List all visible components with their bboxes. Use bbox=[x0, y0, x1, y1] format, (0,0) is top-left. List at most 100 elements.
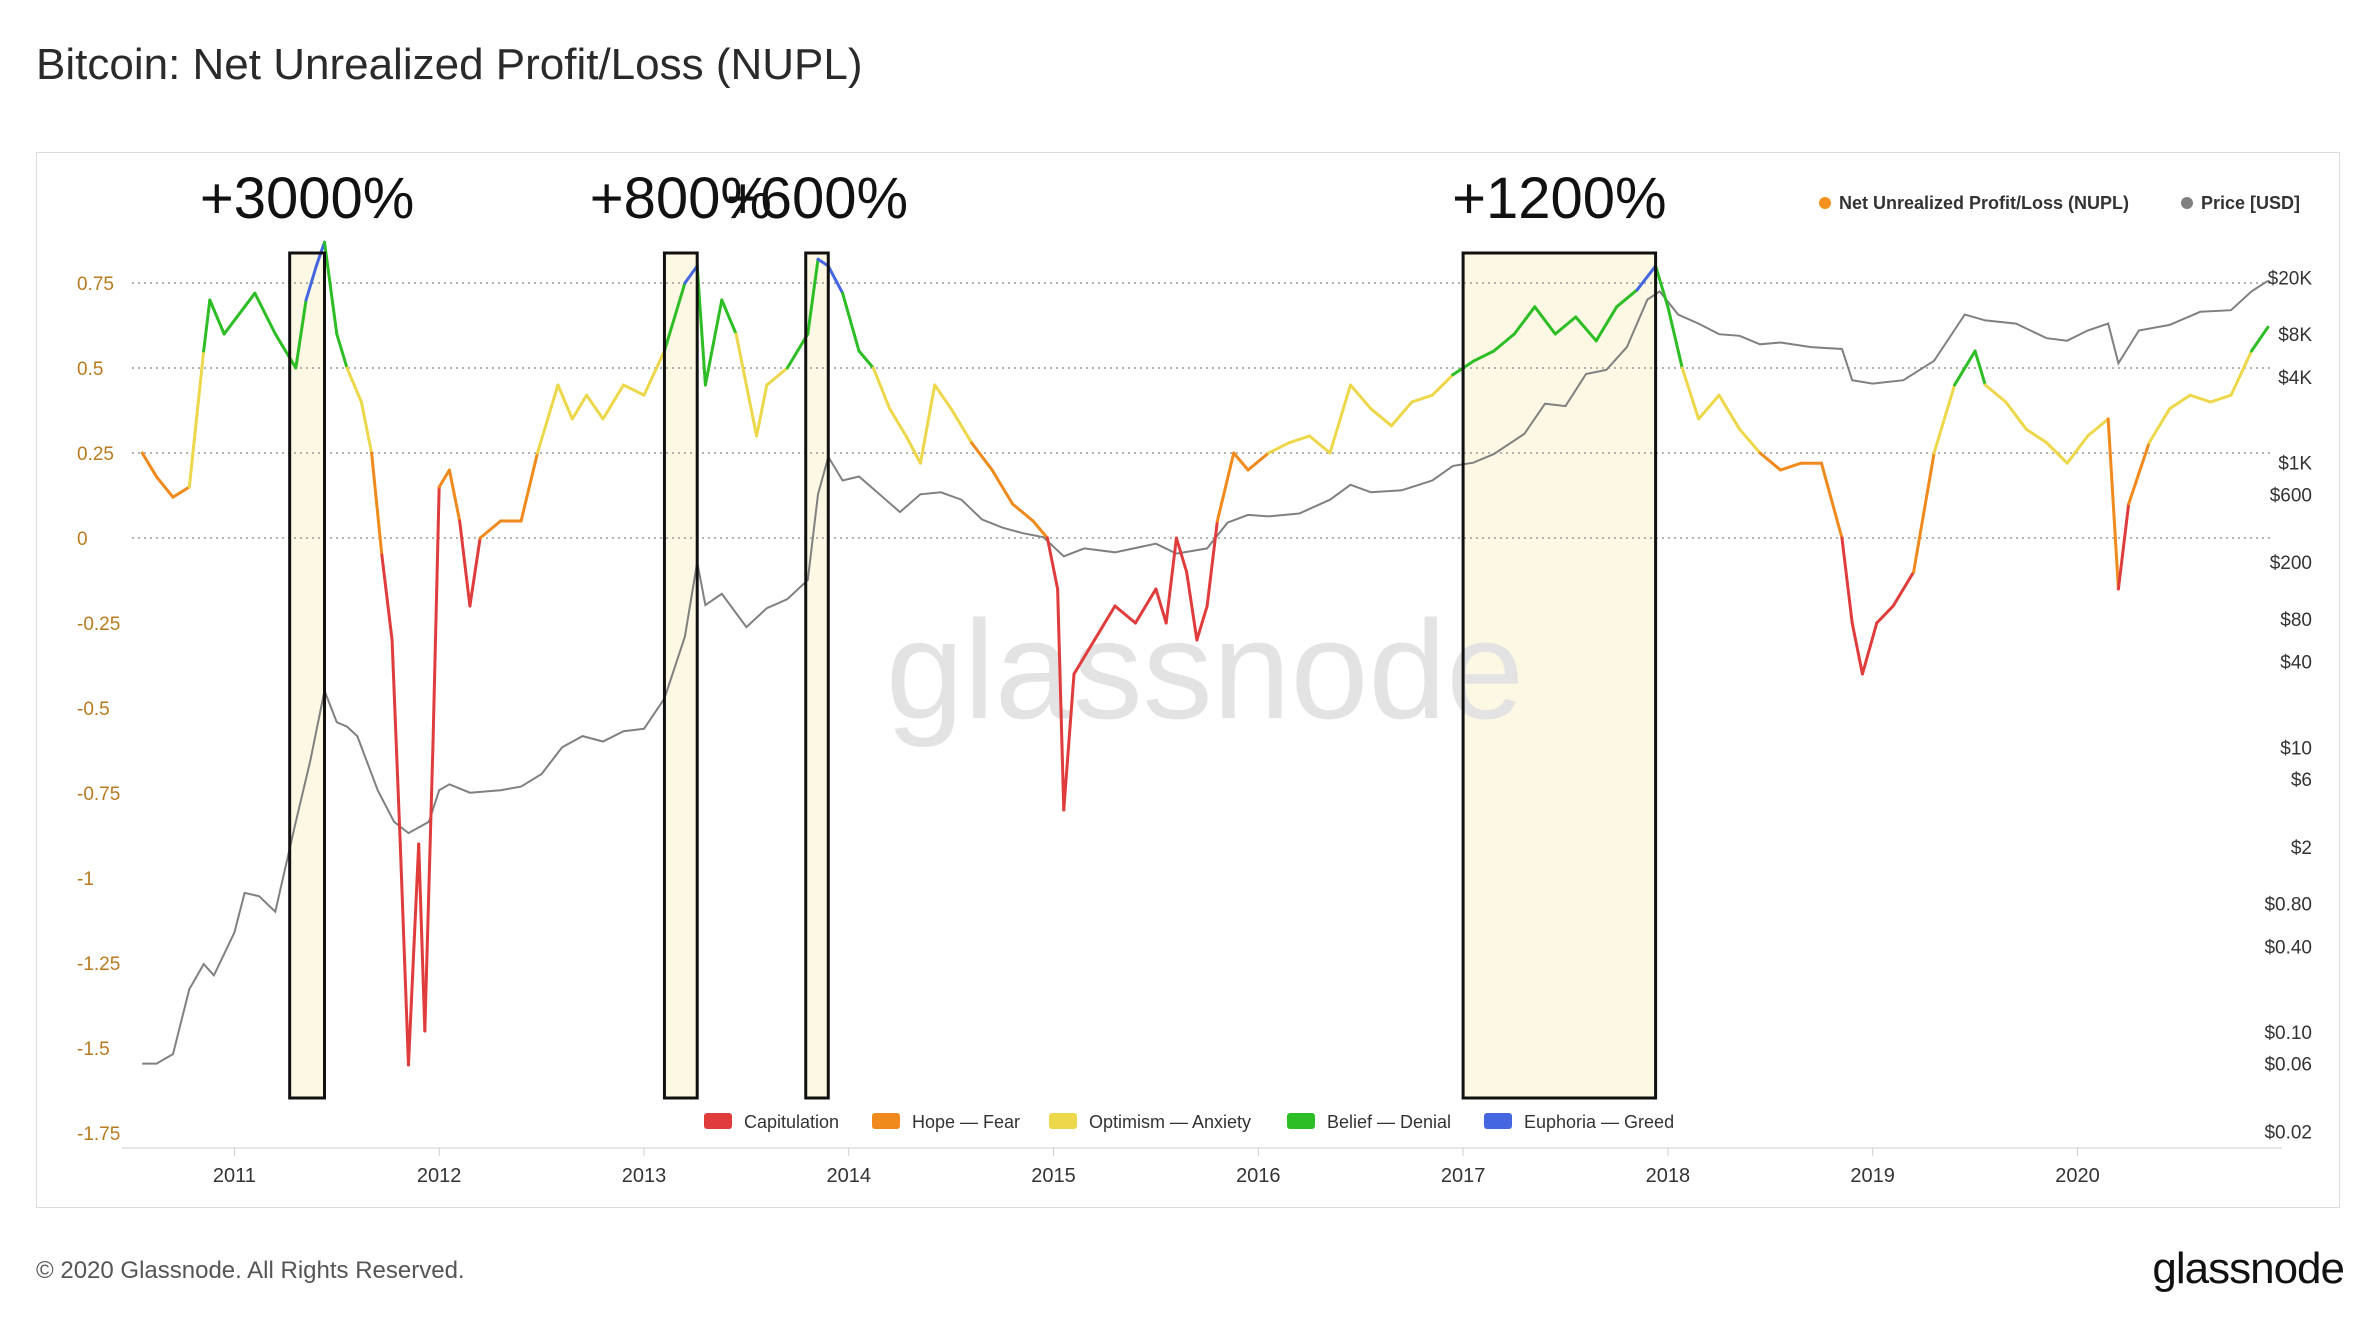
right-axis-tick: $40 bbox=[2280, 653, 2312, 674]
nupl-segment bbox=[1666, 305, 1684, 370]
nupl-segment bbox=[202, 298, 212, 353]
left-axis: 0.75 0.5 0.25 0 -0.25 -0.5 -0.75 -1 -1.25 -1.5 -1.… bbox=[77, 274, 120, 1145]
nupl-segment bbox=[417, 842, 427, 1033]
right-axis-tick: $10 bbox=[2280, 738, 2312, 759]
nupl-segment bbox=[1389, 400, 1414, 428]
right-axis-tick: $80 bbox=[2280, 610, 2312, 631]
nupl-segment bbox=[2188, 393, 2213, 404]
nupl-segment bbox=[662, 281, 687, 353]
nupl-segment bbox=[273, 332, 298, 370]
left-axis-tick: 0.75 bbox=[77, 274, 114, 295]
left-axis-tick: 0 bbox=[77, 529, 88, 550]
nupl-segment bbox=[621, 383, 646, 397]
legend-bottom-label: Euphoria — Greed bbox=[1524, 1112, 1674, 1132]
highlight-band bbox=[805, 253, 829, 1098]
nupl-segment bbox=[335, 332, 349, 370]
nupl-segment bbox=[857, 349, 875, 370]
nupl-segment bbox=[1983, 383, 2008, 404]
legend-top-marker bbox=[1819, 197, 1831, 209]
nupl-segment bbox=[1410, 393, 1434, 404]
nupl-segment bbox=[2116, 502, 2131, 591]
nupl-segment bbox=[1533, 305, 1557, 336]
nupl-segment bbox=[1840, 536, 1854, 625]
nupl-segment bbox=[1779, 461, 1803, 472]
legend-bottom-swatch bbox=[1484, 1113, 1512, 1129]
nupl-segment bbox=[1287, 434, 1312, 445]
x-axis-tick: 2014 bbox=[826, 1165, 871, 1187]
nupl-segment bbox=[816, 257, 830, 268]
glassnode-logo: glassnode bbox=[2152, 1244, 2345, 1293]
nupl-series bbox=[140, 240, 2270, 1067]
legend-top-marker bbox=[2181, 197, 2193, 209]
nupl-segment bbox=[1875, 604, 1895, 625]
page-title: Bitcoin: Net Unrealized Profit/Loss (NUP… bbox=[36, 40, 863, 89]
x-axis: 2011 2012 2013 2014 2015 2016 2017 2018 2019 2020 bbox=[122, 1147, 2282, 1187]
gridlines bbox=[132, 282, 2272, 539]
nupl-segment bbox=[1062, 672, 1076, 812]
nupl-segment bbox=[155, 475, 175, 499]
nupl-segment bbox=[171, 485, 191, 499]
highlight-label: +3000% bbox=[200, 166, 414, 231]
nupl-segment bbox=[390, 638, 402, 846]
legend-bottom-swatch bbox=[1287, 1113, 1315, 1129]
right-axis: $20K $8K $4K $1K $600 $200 $80 $40 $10 $6 $2 $0.80 $… bbox=[2264, 269, 2312, 1144]
legend-bottom-label: Optimism — Anxiety bbox=[1089, 1112, 1251, 1132]
nupl-segment bbox=[1860, 621, 1879, 676]
right-axis-tick: $6 bbox=[2291, 770, 2312, 791]
nupl-segment bbox=[949, 407, 974, 445]
nupl-segment bbox=[1092, 604, 1117, 642]
x-axis-tick: 2015 bbox=[1031, 1165, 1076, 1187]
right-axis-tick: $0.02 bbox=[2264, 1122, 2312, 1143]
nupl-segment bbox=[1819, 461, 1844, 540]
right-axis-tick: $0.06 bbox=[2264, 1055, 2312, 1076]
left-axis-tick: -0.5 bbox=[77, 699, 110, 720]
nupl-segment bbox=[1267, 441, 1291, 455]
left-axis-tick: -1 bbox=[77, 869, 94, 890]
highlight-borders: +3000% +800%+600% +1200% bbox=[200, 166, 1667, 1100]
left-axis-tick: -1.75 bbox=[77, 1124, 120, 1145]
x-axis-tick: 2011 bbox=[213, 1165, 256, 1187]
right-axis-tick: $8K bbox=[2278, 325, 2312, 346]
legend-bottom: Capitulation Hope — Fear Optimism — Anxiet… bbox=[704, 1112, 1674, 1132]
nupl-segment bbox=[187, 349, 206, 489]
nupl-segment bbox=[2106, 417, 2120, 591]
nupl-segment bbox=[683, 264, 699, 285]
legend-bottom-swatch bbox=[704, 1113, 732, 1129]
right-axis-tick: $200 bbox=[2270, 553, 2312, 574]
legend-bottom-swatch bbox=[872, 1113, 900, 1129]
nupl-segment bbox=[841, 291, 861, 353]
nupl-segment bbox=[1195, 604, 1209, 642]
nupl-segment bbox=[437, 468, 451, 489]
nupl-segment bbox=[243, 291, 257, 309]
nupl-chart: glassnode +3000% +800%+600% +1200% 0.750.5… bbox=[77, 166, 2312, 1187]
left-axis-tick: -1.25 bbox=[77, 954, 120, 975]
nupl-segment bbox=[2045, 441, 2069, 465]
nupl-segment bbox=[1492, 332, 1516, 353]
nupl-segment bbox=[140, 451, 159, 479]
right-axis-tick: $20K bbox=[2268, 269, 2313, 290]
nupl-segment bbox=[1031, 519, 1049, 540]
x-axis-tick: 2016 bbox=[1236, 1165, 1281, 1187]
x-axis-tick: 2017 bbox=[1441, 1165, 1486, 1187]
x-axis-tick: 2018 bbox=[1646, 1165, 1691, 1187]
right-axis-tick: $0.80 bbox=[2264, 894, 2312, 915]
nupl-segment bbox=[2147, 407, 2172, 445]
nupl-segment bbox=[1133, 587, 1158, 625]
highlight-label: +800% bbox=[590, 166, 772, 231]
legend-top-label: Price [USD] bbox=[2201, 193, 2300, 213]
nupl-segment bbox=[447, 468, 462, 523]
nupl-segment bbox=[1512, 305, 1537, 336]
nupl-segment bbox=[380, 553, 394, 642]
highlight-band bbox=[289, 253, 325, 1098]
nupl-segment bbox=[294, 298, 308, 370]
highlight-border bbox=[288, 251, 326, 1100]
left-axis-tick: 0.25 bbox=[77, 444, 114, 465]
nupl-segment bbox=[1850, 621, 1864, 676]
nupl-segment bbox=[990, 468, 1015, 506]
nupl-segment bbox=[359, 400, 374, 455]
copyright-text: © 2020 Glassnode. All Rights Reserved. bbox=[36, 1257, 465, 1284]
legend-top: Net Unrealized Profit/Loss (NUPL) Price [… bbox=[1819, 193, 2300, 213]
nupl-segment bbox=[765, 366, 789, 387]
nupl-segment bbox=[2086, 417, 2110, 438]
nupl-segment bbox=[933, 383, 953, 411]
